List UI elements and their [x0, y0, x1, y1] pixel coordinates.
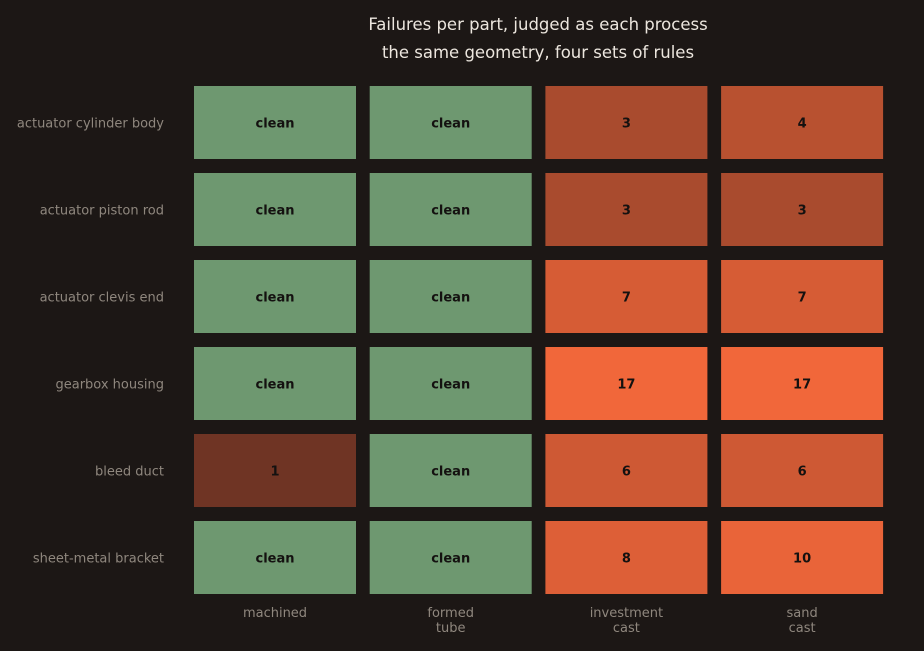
- cell-value-label: 6: [622, 465, 631, 480]
- cell-value-label: 10: [793, 552, 811, 567]
- heatmap-cell-actuator-piston-rod-col1: [194, 173, 356, 246]
- heatmap-cell-bleed-duct-col1: [194, 434, 356, 507]
- heatmap-cell-actuator-piston-rod-col4: [721, 173, 884, 246]
- row-label: gearbox housing: [55, 378, 164, 393]
- heatmap-cell-bleed-duct-col4: [721, 434, 884, 507]
- cell-value-label: 8: [622, 552, 631, 567]
- cell-value-label: 3: [622, 117, 631, 132]
- chart-subtitle: the same geometry, four sets of rules: [382, 43, 694, 62]
- cell-value-label: 17: [793, 378, 811, 393]
- heatmap-cell-gearbox-housing-col2: [369, 347, 532, 420]
- row-label: bleed duct: [95, 465, 164, 480]
- heatmap-cell-bleed-duct-col2: [369, 434, 532, 507]
- heatmap-cell-actuator-cylinder-body-col2: [369, 86, 532, 159]
- column-label: cast: [613, 621, 640, 636]
- column-label: formed: [427, 606, 474, 621]
- column-label: cast: [789, 621, 816, 636]
- cell-value-label: 6: [798, 465, 807, 480]
- heatmap-cell-actuator-clevis-end-col3: [545, 260, 708, 333]
- cell-value-label: clean: [431, 465, 470, 480]
- heatmap-cell-gearbox-housing-col4: [721, 347, 884, 420]
- cell-value-label: clean: [431, 117, 470, 132]
- cell-value-label: clean: [255, 552, 294, 567]
- column-label: tube: [436, 621, 466, 636]
- row-labels: actuator cylinder body actuator piston ro…: [17, 117, 164, 567]
- row-label: actuator piston rod: [40, 204, 164, 219]
- column-label: sand: [786, 606, 817, 621]
- heatmap-cell-bleed-duct-col3: [545, 434, 708, 507]
- cell-value-label: clean: [431, 378, 470, 393]
- heatmap-cell-actuator-cylinder-body-col4: [721, 86, 884, 159]
- cell-value-label: clean: [431, 291, 470, 306]
- heatmap-cell-actuator-clevis-end-col2: [369, 260, 532, 333]
- heatmap-cell-actuator-clevis-end-col4: [721, 260, 884, 333]
- cell-value-label: 1: [270, 465, 279, 480]
- cell-value-label: 17: [617, 378, 635, 393]
- cell-value-label: 7: [798, 291, 807, 306]
- chart-title: Failures per part, judged as each proces…: [368, 15, 707, 34]
- cell-value-label: clean: [255, 204, 294, 219]
- cell-value-label: 4: [798, 117, 807, 132]
- column-label: machined: [243, 606, 307, 621]
- heatmap-cell-sheet-metal-bracket-col1: [194, 521, 356, 594]
- heatmap-cell-sheet-metal-bracket-col4: [721, 521, 884, 594]
- heatmap-cell-gearbox-housing-col3: [545, 347, 708, 420]
- cell-value-label: clean: [255, 378, 294, 393]
- heatmap-cell-actuator-piston-rod-col2: [369, 173, 532, 246]
- cell-value-label: clean: [431, 204, 470, 219]
- heatmap-cell-gearbox-housing-col1: [194, 347, 356, 420]
- cell-value-label: clean: [255, 117, 294, 132]
- cell-value-label: 3: [798, 204, 807, 219]
- heatmap-cell-actuator-clevis-end-col1: [194, 260, 356, 333]
- column-label: investment: [590, 606, 663, 621]
- heatmap-cell-actuator-piston-rod-col3: [545, 173, 708, 246]
- row-label: sheet-metal bracket: [33, 552, 164, 567]
- cell-value-label: 7: [622, 291, 631, 306]
- heatmap-cells: clean clean 3 4 clean clean 3 3 clean clean 7 7 clea…: [194, 86, 884, 594]
- cell-value-label: 3: [622, 204, 631, 219]
- heatmap-cell-sheet-metal-bracket-col3: [545, 521, 708, 594]
- heatmap-cell-actuator-cylinder-body-col1: [194, 86, 356, 159]
- cell-value-label: clean: [255, 291, 294, 306]
- heatmap-cell-actuator-cylinder-body-col3: [545, 86, 708, 159]
- heatmap-cell-sheet-metal-bracket-col2: [369, 521, 532, 594]
- row-label: actuator clevis end: [40, 291, 164, 306]
- row-label: actuator cylinder body: [17, 117, 164, 132]
- cell-value-label: clean: [431, 552, 470, 567]
